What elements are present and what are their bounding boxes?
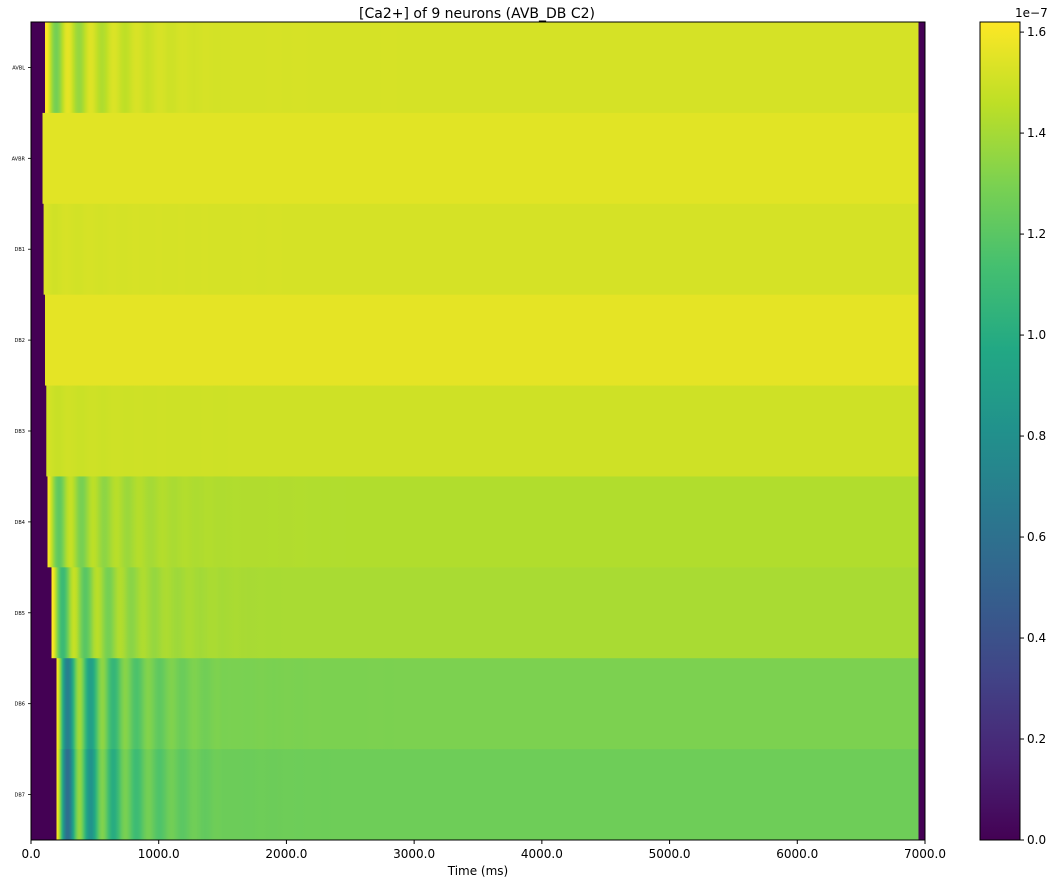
heatmap-row-db4 [31,476,925,568]
x-tick-label: 1000.0 [138,847,180,861]
heatmap-row-db7 [31,749,925,841]
heatmap-row-avbl [31,22,925,114]
heatmap-row-db2 [31,294,925,387]
colorbar-tick-label: 0.0 [1027,833,1046,847]
x-axis-label: Time (ms) [447,864,509,878]
x-tick-label: 6000.0 [776,847,818,861]
y-tick-label: DB1 [15,247,25,253]
y-tick-label: AVBL [12,65,25,71]
heatmap-row-db5 [31,567,925,659]
colorbar-ticks: 0.0 0.2 0.4 0.6 0.8 1.0 1.2 1.4 1.6 [1020,25,1046,847]
x-tick-label: 4000.0 [521,847,563,861]
colorbar-tick-label: 1.6 [1027,25,1046,39]
colorbar-tick-label: 1.2 [1027,227,1046,241]
heatmap-row-db1 [31,203,925,296]
y-tick-label: AVBR [12,156,26,162]
chart-title: [Ca2+] of 9 neurons (AVB_DB C2) [359,6,595,22]
colorbar-tick-label: 0.2 [1027,732,1046,746]
y-axis: AVBL AVBR DB1 DB2 DB3 DB4 DB5 DB6 DB7 [12,65,31,799]
heatmap-rows [31,22,925,841]
x-tick-label: 0.0 [21,847,40,861]
y-tick-label: DB6 [15,702,25,708]
heatmap-row-avbr [31,112,925,205]
y-tick-label: DB2 [15,338,25,344]
x-tick-label: 7000.0 [904,847,946,861]
y-tick-label: DB7 [15,793,25,799]
colorbar-tick-label: 1.0 [1027,328,1046,342]
x-tick-label: 5000.0 [649,847,691,861]
heatmap-row-db3 [31,385,925,477]
y-tick-label: DB3 [15,429,25,435]
colorbar [979,21,1021,841]
y-tick-label: DB5 [15,611,25,617]
colorbar-tick-label: 0.8 [1027,429,1046,443]
y-tick-label: DB4 [15,520,25,526]
x-tick-label: 2000.0 [265,847,307,861]
colorbar-exponent-label: 1e−7 [1015,6,1048,20]
x-tick-label: 3000.0 [393,847,435,861]
colorbar-tick-label: 0.6 [1027,530,1046,544]
x-axis: 0.0 1000.0 2000.0 3000.0 4000.0 5000.0 6000.0 7… [21,840,946,861]
colorbar-tick-label: 0.4 [1027,631,1046,645]
heatmap-row-db6 [31,658,925,750]
colorbar-tick-label: 1.4 [1027,126,1046,140]
